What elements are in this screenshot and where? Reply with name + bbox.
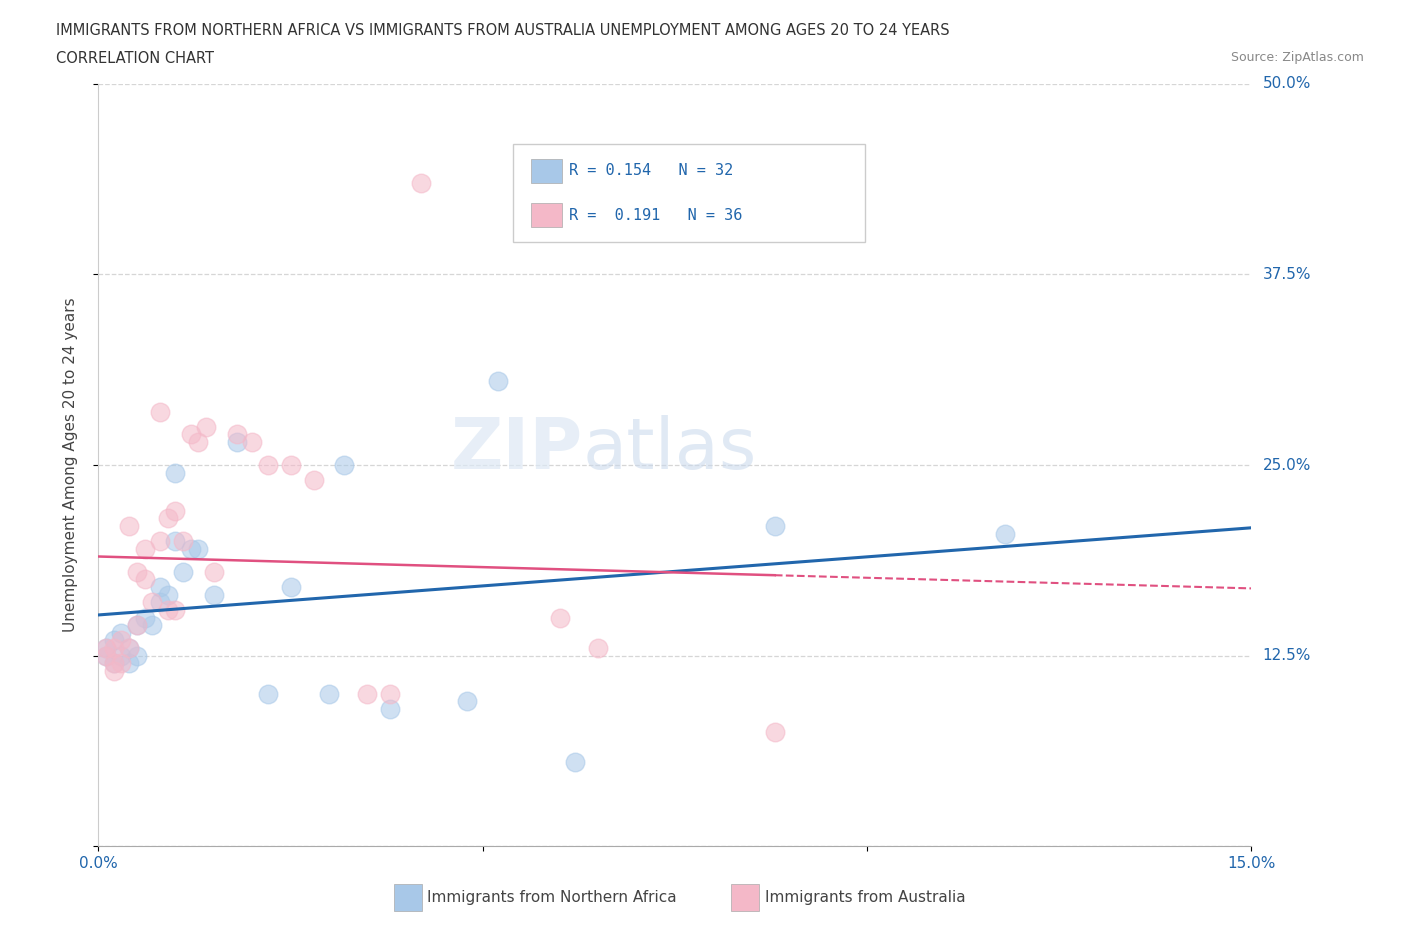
Point — [94, 648, 117, 663]
Point — [172, 565, 194, 579]
Point — [165, 603, 187, 618]
Point — [94, 641, 117, 656]
Text: atlas: atlas — [582, 416, 756, 485]
Point — [141, 618, 163, 632]
Text: 25.0%: 25.0% — [1263, 458, 1310, 472]
Point — [125, 648, 148, 663]
Point — [187, 434, 209, 449]
Point — [356, 686, 378, 701]
Text: R =  0.191   N = 36: R = 0.191 N = 36 — [569, 207, 742, 222]
Point — [380, 701, 402, 716]
Point — [125, 618, 148, 632]
Point — [225, 427, 247, 442]
Text: 50.0%: 50.0% — [1263, 76, 1310, 91]
Point — [110, 648, 132, 663]
Point — [763, 519, 786, 534]
Point — [118, 641, 141, 656]
Point — [110, 625, 132, 640]
Point — [280, 458, 302, 472]
Point — [110, 656, 132, 671]
Text: Immigrants from Northern Africa: Immigrants from Northern Africa — [427, 890, 678, 905]
Point — [149, 595, 172, 610]
Point — [149, 534, 172, 549]
Point — [180, 541, 202, 556]
Point — [195, 419, 218, 434]
Point — [103, 633, 125, 648]
Point — [172, 534, 194, 549]
Point — [302, 472, 325, 487]
Point — [187, 541, 209, 556]
Text: Immigrants from Australia: Immigrants from Australia — [765, 890, 966, 905]
Point — [486, 374, 509, 389]
Point — [256, 458, 278, 472]
Point — [456, 694, 478, 709]
Text: 37.5%: 37.5% — [1263, 267, 1310, 282]
Y-axis label: Unemployment Among Ages 20 to 24 years: Unemployment Among Ages 20 to 24 years — [63, 298, 77, 632]
Point — [103, 641, 125, 656]
Point — [125, 565, 148, 579]
Point — [103, 663, 125, 678]
Point — [225, 434, 247, 449]
Point — [156, 511, 179, 525]
Point — [103, 656, 125, 671]
Point — [165, 534, 187, 549]
Point — [134, 610, 156, 625]
Point — [180, 427, 202, 442]
Point — [548, 610, 571, 625]
Point — [134, 541, 156, 556]
Point — [141, 595, 163, 610]
Point — [165, 503, 187, 518]
Point — [586, 641, 609, 656]
Point — [564, 755, 586, 770]
Text: CORRELATION CHART: CORRELATION CHART — [56, 51, 214, 66]
Point — [156, 603, 179, 618]
Point — [333, 458, 356, 472]
Point — [94, 648, 117, 663]
Point — [763, 724, 786, 739]
Point — [280, 579, 302, 594]
Point — [380, 686, 402, 701]
Text: 12.5%: 12.5% — [1263, 648, 1310, 663]
Point — [118, 656, 141, 671]
Point — [134, 572, 156, 587]
Point — [202, 587, 225, 602]
Point — [103, 656, 125, 671]
Text: ZIP: ZIP — [450, 416, 582, 485]
Point — [156, 587, 179, 602]
Point — [125, 618, 148, 632]
Point — [256, 686, 278, 701]
Point — [149, 579, 172, 594]
Point — [118, 641, 141, 656]
Point — [994, 526, 1017, 541]
Text: IMMIGRANTS FROM NORTHERN AFRICA VS IMMIGRANTS FROM AUSTRALIA UNEMPLOYMENT AMONG : IMMIGRANTS FROM NORTHERN AFRICA VS IMMIG… — [56, 23, 950, 38]
Point — [118, 519, 141, 534]
Point — [411, 176, 433, 191]
Point — [240, 434, 263, 449]
Text: Source: ZipAtlas.com: Source: ZipAtlas.com — [1230, 51, 1364, 64]
Point — [165, 465, 187, 480]
Point — [94, 641, 117, 656]
Point — [318, 686, 340, 701]
Point — [110, 633, 132, 648]
Point — [202, 565, 225, 579]
Point — [149, 405, 172, 419]
Text: R = 0.154   N = 32: R = 0.154 N = 32 — [569, 164, 734, 179]
